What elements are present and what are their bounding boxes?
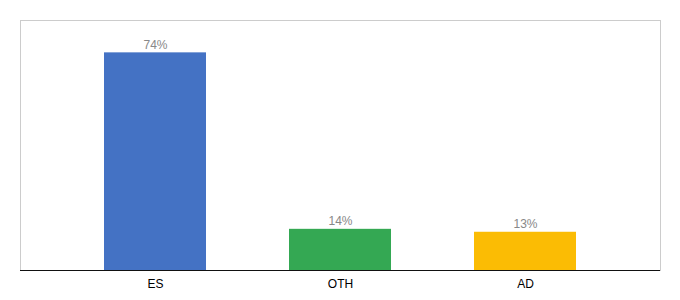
svg-text:AD: AD bbox=[517, 277, 534, 291]
svg-text:74%: 74% bbox=[143, 38, 167, 52]
svg-text:14%: 14% bbox=[328, 214, 352, 228]
svg-text:ES: ES bbox=[147, 277, 163, 291]
svg-text:13%: 13% bbox=[513, 217, 537, 231]
svg-text:OTH: OTH bbox=[328, 277, 353, 291]
